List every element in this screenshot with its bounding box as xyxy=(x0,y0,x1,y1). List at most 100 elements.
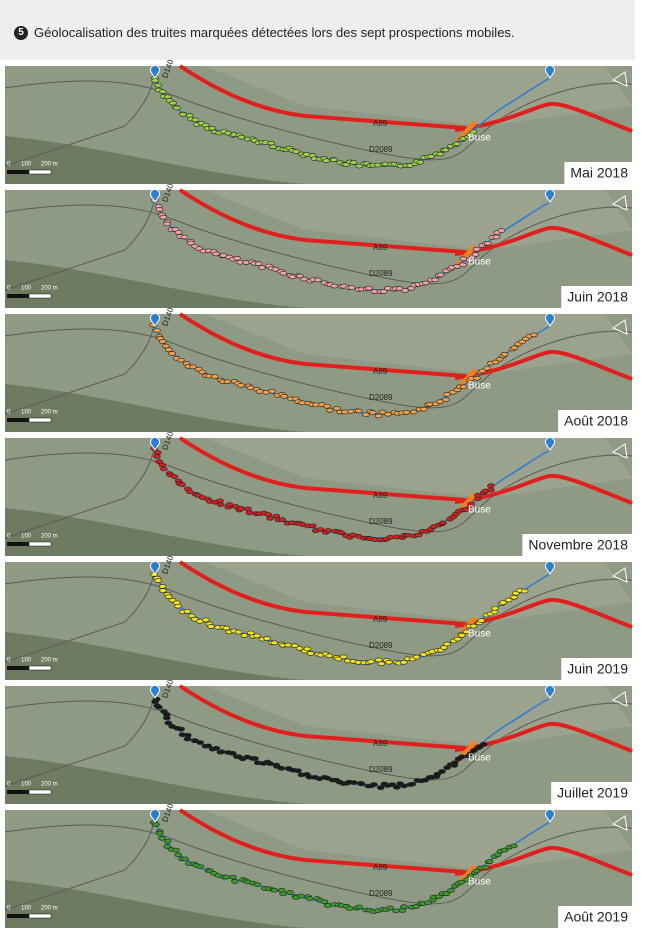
map-pin xyxy=(150,313,160,327)
fish-dot xyxy=(323,903,332,908)
map-pin xyxy=(545,685,555,699)
highway xyxy=(454,473,633,505)
fish-dot xyxy=(333,406,341,411)
fish-dot xyxy=(435,894,443,900)
fish-dot xyxy=(433,771,442,777)
road-label: D2089 xyxy=(369,393,393,402)
date-label-box xyxy=(558,410,632,432)
fish-dot xyxy=(277,766,286,771)
fish-dot xyxy=(183,609,192,614)
fish-dot xyxy=(325,653,334,659)
fish-dot xyxy=(229,874,237,880)
fish-dot xyxy=(279,891,287,897)
fish-dot xyxy=(155,830,164,836)
highway xyxy=(178,560,466,626)
fish-dot xyxy=(510,345,519,351)
fish-dot xyxy=(452,141,461,147)
highway xyxy=(178,312,466,378)
fish-dot xyxy=(325,407,334,413)
fish-dot xyxy=(469,623,478,629)
fish-dot xyxy=(386,534,395,540)
fish-dot xyxy=(163,844,172,849)
fish-dot xyxy=(174,230,183,235)
scale-bar xyxy=(7,914,29,918)
scale-bar xyxy=(7,666,29,670)
fish-dot xyxy=(162,343,170,349)
scale-label: 100 xyxy=(21,162,32,168)
scale-bar xyxy=(28,665,52,671)
road-label: A89 xyxy=(373,739,388,748)
fish-dot xyxy=(251,756,259,761)
fish-dot xyxy=(300,276,309,282)
scale-label: 100 xyxy=(21,782,32,788)
fish-dot xyxy=(233,256,241,261)
scale-label: 200 m xyxy=(41,410,58,416)
scale-bar xyxy=(7,542,29,546)
fish-dot xyxy=(297,893,305,899)
fish-dot xyxy=(306,651,315,656)
fish-dot xyxy=(471,252,480,257)
road xyxy=(4,576,633,657)
fish-dot xyxy=(309,523,317,529)
scale-label: 100 xyxy=(21,534,32,540)
fish-dot xyxy=(410,409,418,415)
date-label: Juin 2019 xyxy=(567,661,628,677)
fish-dot xyxy=(223,379,232,385)
fish-dot xyxy=(495,356,504,362)
fish-dot xyxy=(345,906,354,911)
scale-bar xyxy=(28,789,52,795)
fish-dot xyxy=(163,221,171,227)
fish-dot xyxy=(398,908,407,913)
culvert-label: Buse xyxy=(468,753,491,764)
road xyxy=(4,452,633,533)
highway xyxy=(178,808,466,874)
fish-dot xyxy=(174,603,182,609)
fish-dot xyxy=(268,388,276,394)
north-arrow xyxy=(611,71,628,87)
scale-label: 200 m xyxy=(41,162,58,168)
fish-dot xyxy=(266,515,274,521)
fish-dot xyxy=(216,498,224,504)
fish-dot xyxy=(270,640,279,646)
fish-dot xyxy=(186,240,195,246)
fish-dot xyxy=(164,838,172,844)
fish-dot xyxy=(466,873,475,879)
fish-dot xyxy=(320,899,329,905)
fish-dot xyxy=(154,578,163,583)
fish-dot xyxy=(459,384,468,390)
fish-dot xyxy=(400,904,408,909)
fish-dot xyxy=(278,517,287,523)
scale-bar xyxy=(7,294,29,298)
scale-label: 200 m xyxy=(41,906,58,912)
date-label: Juin 2018 xyxy=(567,289,628,305)
fish-dot xyxy=(198,369,207,375)
fish-dot xyxy=(298,400,307,406)
date-label-box xyxy=(561,658,632,680)
fish-dot xyxy=(153,453,161,459)
fish-dot xyxy=(487,487,495,493)
fish-dot xyxy=(485,859,494,864)
fish-dot xyxy=(237,134,246,140)
fish-dot xyxy=(416,159,425,165)
forest xyxy=(5,136,305,184)
fish-dot xyxy=(244,506,252,512)
fish-dot xyxy=(499,600,507,605)
fish-dot xyxy=(329,157,338,163)
fish-dot xyxy=(388,782,397,787)
fish-dot xyxy=(427,154,435,159)
fish-dot xyxy=(158,89,167,94)
fish-dot xyxy=(341,409,349,415)
road-label: D2089 xyxy=(369,269,393,278)
fish-dot xyxy=(324,528,332,533)
road-label: D2089 xyxy=(369,889,393,898)
scale-label: 0 xyxy=(7,162,11,168)
fish-dot xyxy=(245,510,254,516)
highway xyxy=(454,721,633,753)
culvert-label: Buse xyxy=(468,381,491,392)
fish-dot xyxy=(222,625,231,631)
fish-dot xyxy=(483,365,491,371)
highway xyxy=(454,349,633,381)
fish-dot xyxy=(441,147,450,153)
